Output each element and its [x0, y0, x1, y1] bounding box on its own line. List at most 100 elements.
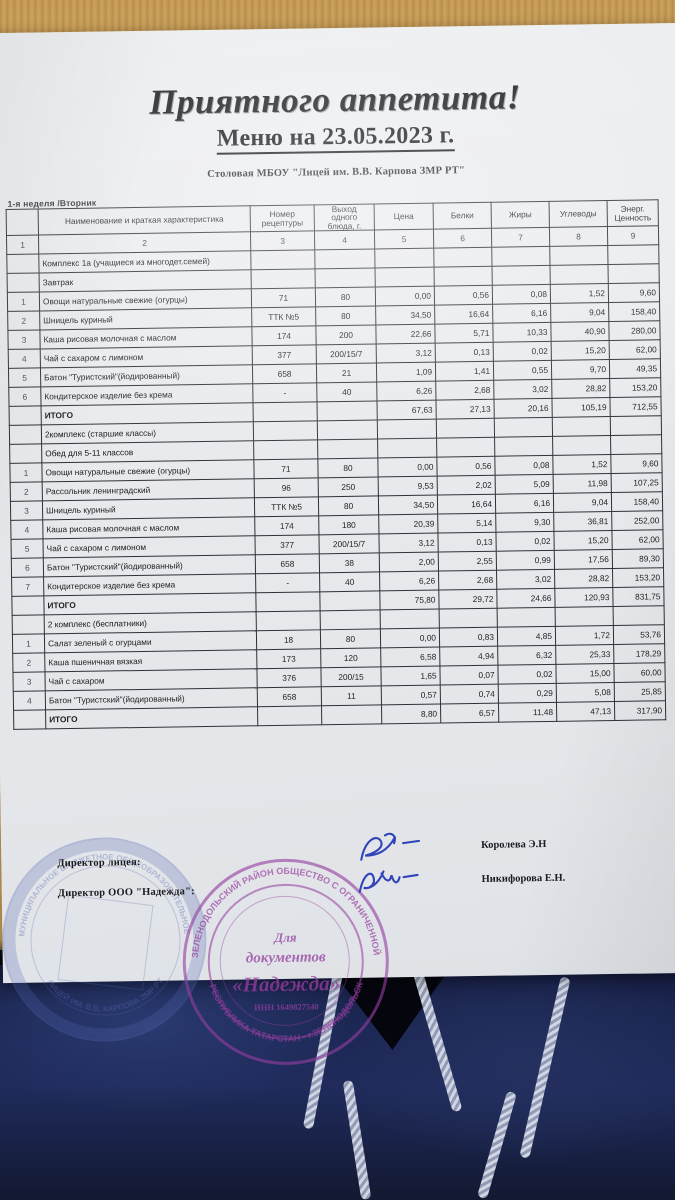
school-stamp-arc-text: МУНИЦИПАЛЬНОЕ БЮДЖЕТНОЕ ОБЩЕОБРАЗОВАТЕЛЬ…: [16, 851, 191, 1014]
item-index: 1: [9, 463, 43, 483]
total-recipe: [257, 706, 322, 727]
total-price: 8,80: [381, 704, 441, 725]
director-company-label: Директор ООО "Надежда":: [57, 886, 195, 900]
page-title: Приятного аппетита!: [148, 77, 522, 122]
total-index: [9, 406, 42, 426]
total-carbs: 47,13: [556, 701, 615, 722]
signer-name-lyceum: Королева Э.Н: [481, 838, 547, 851]
item-recipe-number: -: [252, 383, 318, 404]
item-energy: 158,40: [611, 492, 663, 512]
section-empty: [374, 248, 435, 269]
item-protein: 5,14: [437, 513, 496, 534]
item-price: 0,00: [377, 457, 438, 478]
item-index: 3: [7, 330, 41, 350]
item-price: 0,57: [381, 685, 441, 706]
section-empty: [317, 420, 378, 441]
item-fat: 0,99: [496, 550, 555, 571]
item-energy: 107,25: [611, 473, 663, 493]
section-empty: [377, 419, 437, 440]
item-carbs: 1,52: [552, 454, 612, 475]
item-price: 20,39: [378, 514, 438, 535]
item-protein: 2,68: [435, 380, 494, 401]
section-empty: [549, 245, 608, 266]
section-empty: [314, 249, 376, 270]
item-output: 250: [318, 477, 379, 498]
item-protein: 0,07: [439, 665, 499, 686]
section-empty: [439, 608, 498, 629]
item-energy: 60,00: [613, 663, 666, 683]
item-index: 2: [12, 653, 45, 673]
item-energy: 89,30: [612, 549, 664, 569]
column-header-6: Жиры: [491, 201, 550, 229]
column-header-0: [6, 208, 39, 236]
column-header-8: Энерг. Ценность: [607, 199, 659, 227]
item-output: 40: [316, 382, 377, 403]
item-energy: 53,76: [613, 625, 665, 645]
section-empty: [610, 416, 662, 436]
item-index: 4: [10, 520, 44, 540]
section-empty: [433, 247, 493, 268]
navy-bag: [0, 950, 675, 1200]
item-price: 0,00: [380, 628, 440, 649]
item-output: 200/15: [320, 667, 382, 688]
signer-name-company: Никифорова Е.Н.: [481, 872, 566, 885]
total-protein: 29,72: [438, 589, 498, 610]
drawstring-cord: [411, 965, 463, 1113]
column-number-1: 1: [6, 235, 39, 255]
item-fat: 0,08: [492, 284, 551, 305]
company-stamp-line1: Для: [274, 929, 297, 946]
item-index: 3: [10, 501, 43, 521]
item-protein: 0,13: [435, 342, 494, 363]
company-stamp-arc-text: ЗЕЛЕНОДОЛЬСКИЙ РАЙОН ОБЩЕСТВО С ОГРАНИЧЕ…: [189, 864, 383, 1045]
item-fat: 6,32: [497, 645, 556, 666]
item-carbs: 11,98: [553, 473, 612, 494]
column-number-7: 7: [491, 227, 550, 248]
item-index: 6: [11, 558, 44, 578]
item-fat: 9,30: [495, 512, 554, 533]
item-carbs: 15,20: [551, 340, 610, 361]
item-carbs: 40,90: [550, 321, 610, 342]
item-protein: 0,74: [440, 684, 499, 705]
item-energy: 153,20: [609, 378, 661, 398]
item-fat: 0,02: [493, 341, 552, 362]
total-index: [11, 596, 45, 616]
item-carbs: 17,56: [554, 549, 613, 570]
drawstring-cord: [342, 1079, 372, 1200]
total-output: [319, 591, 381, 612]
item-energy: 49,35: [609, 359, 661, 379]
item-output: 38: [319, 553, 380, 574]
item-carbs: 9,70: [551, 359, 610, 380]
section-index: [6, 254, 40, 274]
column-number-9: 9: [607, 226, 659, 246]
item-recipe-number: 377: [254, 535, 320, 556]
item-price: 2,00: [379, 552, 439, 573]
item-price: 6,26: [379, 571, 439, 592]
item-price: 34,50: [375, 305, 435, 326]
item-protein: 2,55: [438, 551, 497, 572]
total-index: [13, 710, 46, 730]
section-empty: [607, 264, 660, 284]
item-carbs: 9,04: [553, 492, 612, 513]
canteen-name: Столовая МБОУ "Лицей им. В.В. Карпова ЗМ…: [207, 165, 466, 180]
item-output: 80: [318, 496, 379, 517]
item-recipe-number: -: [255, 573, 320, 594]
item-protein: 16,64: [434, 304, 493, 325]
item-protein: 4,94: [439, 646, 498, 667]
signature-block: МУНИЦИПАЛЬНОЕ БЮДЖЕТНОЕ ОБЩЕОБРАЗОВАТЕЛЬ…: [0, 823, 675, 1067]
item-output: 11: [321, 686, 382, 707]
item-index: 5: [11, 539, 44, 559]
column-header-7: Углеводы: [549, 200, 608, 228]
section-index: [12, 615, 45, 635]
item-fat: 0,02: [495, 531, 555, 552]
item-fat: 0,02: [497, 664, 557, 685]
total-energy: 317,90: [614, 701, 666, 721]
item-protein: 0,83: [439, 627, 498, 648]
director-lyceum-label: Директор лицея:: [57, 857, 141, 870]
item-output: 200: [315, 325, 377, 346]
item-recipe-number: 658: [255, 554, 320, 575]
column-number-3: 3: [250, 231, 315, 252]
item-recipe-number: 174: [254, 516, 319, 537]
item-recipe-number: 71: [253, 459, 319, 480]
menu-sheet: Приятного аппетита! Меню на 23.05.2023 г…: [0, 22, 675, 1067]
company-stamp: ЗЕЛЕНОДОЛЬСКИЙ РАЙОН ОБЩЕСТВО С ОГРАНИЧЕ…: [181, 857, 391, 1067]
